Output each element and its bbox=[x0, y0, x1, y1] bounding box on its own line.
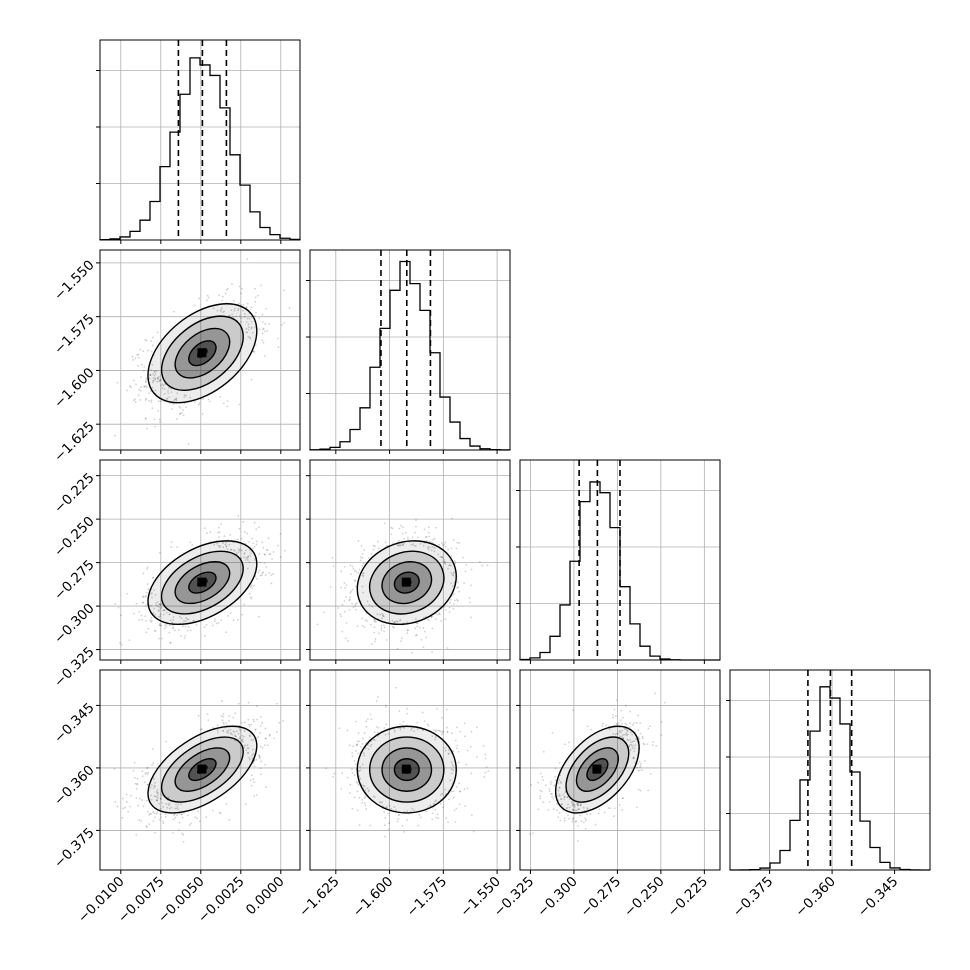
scatter-panel-3-1 bbox=[306, 669, 511, 874]
y-tick-label: −1.550 bbox=[51, 257, 98, 304]
contour-line bbox=[188, 340, 217, 367]
contour-line bbox=[393, 571, 420, 594]
panel-background bbox=[520, 670, 720, 870]
y-tick-label: −1.625 bbox=[51, 419, 98, 466]
y-tick-label: −0.250 bbox=[51, 513, 98, 560]
x-tick-label: −0.360 bbox=[792, 874, 839, 921]
contour-line bbox=[174, 561, 231, 605]
contour-line bbox=[160, 315, 244, 392]
y-tick-label: −1.600 bbox=[51, 365, 98, 412]
contour-line bbox=[356, 725, 457, 814]
panel-frame bbox=[99, 669, 301, 871]
histogram-panel-1 bbox=[306, 249, 511, 454]
scatter-points bbox=[325, 686, 490, 838]
y-tick-label: −0.275 bbox=[51, 557, 98, 604]
panel-frame bbox=[99, 249, 301, 451]
histogram-panel-2 bbox=[516, 459, 721, 664]
scatter-panel-2-1 bbox=[306, 459, 511, 664]
contour-line bbox=[368, 550, 445, 615]
contour-line bbox=[575, 747, 619, 792]
contour-line bbox=[188, 758, 217, 782]
panel-frame bbox=[99, 39, 301, 241]
panel-background bbox=[310, 460, 510, 660]
scatter-points bbox=[316, 517, 489, 654]
panel-frame bbox=[99, 459, 301, 661]
contour-line bbox=[174, 327, 231, 379]
panel-background bbox=[100, 460, 300, 660]
contour-line bbox=[147, 540, 258, 626]
scatter-points bbox=[113, 700, 284, 843]
panel-frame bbox=[309, 669, 511, 871]
scatter-panel-3-0 bbox=[96, 669, 301, 874]
contour-line bbox=[188, 571, 217, 594]
y-tick-label: −0.225 bbox=[51, 470, 98, 517]
y-tick-label: −1.575 bbox=[51, 311, 98, 358]
density-peak bbox=[197, 764, 207, 774]
x-tick-label: −0.300 bbox=[534, 874, 581, 921]
y-tick-label: −0.375 bbox=[51, 825, 98, 872]
contour-line bbox=[393, 758, 420, 782]
density-peak bbox=[197, 577, 207, 587]
contour-line bbox=[147, 725, 258, 814]
x-tick-label: −0.225 bbox=[665, 874, 712, 921]
histogram-step-line bbox=[309, 260, 511, 451]
y-tick-label: −0.300 bbox=[51, 600, 98, 647]
contour-line bbox=[381, 747, 433, 792]
panel-background bbox=[100, 40, 300, 240]
scatter-points bbox=[114, 507, 300, 646]
contour-line bbox=[586, 758, 609, 782]
scatter-panel-3-2 bbox=[516, 669, 721, 874]
panel-frame bbox=[309, 249, 511, 451]
density-peak bbox=[401, 577, 411, 587]
panel-frame bbox=[519, 669, 721, 871]
contour-line bbox=[554, 725, 640, 814]
scatter-points bbox=[529, 692, 666, 843]
x-tick-label: −0.345 bbox=[855, 874, 902, 921]
panel-frame bbox=[309, 459, 511, 661]
x-tick-label: −0.375 bbox=[730, 874, 777, 921]
x-tick-label: −1.575 bbox=[404, 874, 451, 921]
x-tick-label: −0.250 bbox=[621, 874, 668, 921]
y-tick-label: −0.345 bbox=[51, 700, 98, 747]
density-peak bbox=[197, 348, 207, 358]
contour-line bbox=[368, 736, 445, 803]
scatter-panel-2-0 bbox=[96, 459, 301, 664]
contour-line bbox=[147, 303, 258, 404]
contour-line bbox=[160, 550, 244, 615]
y-tick-label: −0.360 bbox=[51, 762, 98, 809]
density-peak bbox=[401, 764, 411, 774]
scatter-panel-1-0 bbox=[96, 249, 301, 454]
contour-line bbox=[565, 736, 630, 803]
contour-line bbox=[381, 561, 433, 605]
x-tick-label: −0.275 bbox=[578, 874, 625, 921]
contour-line bbox=[160, 736, 244, 803]
histogram-panel-0 bbox=[96, 39, 301, 244]
panel-frame bbox=[519, 459, 721, 661]
panel-frame bbox=[729, 669, 931, 871]
contour-line bbox=[356, 540, 457, 626]
histogram-panel-3 bbox=[726, 669, 931, 874]
x-tick-label: −1.625 bbox=[296, 874, 343, 921]
x-tick-label: 0.0000 bbox=[243, 874, 288, 919]
contour-line bbox=[174, 747, 231, 792]
density-peak bbox=[592, 764, 602, 774]
y-tick-label: −0.325 bbox=[51, 644, 98, 691]
x-tick-label: −1.600 bbox=[350, 874, 397, 921]
histogram-step-line bbox=[99, 57, 301, 241]
